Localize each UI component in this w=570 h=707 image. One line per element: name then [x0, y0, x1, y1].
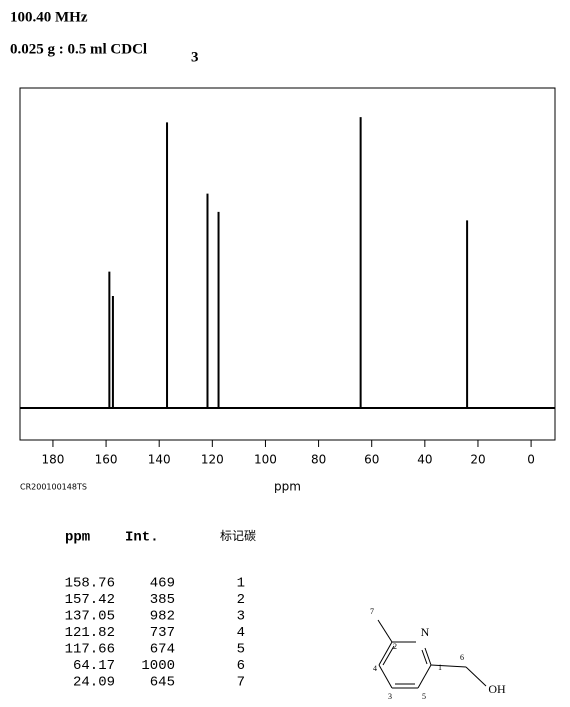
table-cell: 3 — [237, 609, 245, 625]
table-cell: 674 — [150, 642, 175, 658]
table-cell: 1000 — [141, 658, 175, 674]
x-axis-label: ppm — [274, 480, 301, 494]
table-cell: 6 — [237, 658, 245, 674]
atom-number: 1 — [438, 663, 442, 672]
table-cell: 64.17 — [73, 658, 115, 674]
x-tick-label: 40 — [417, 453, 432, 467]
frequency: 100.40 MHz — [10, 9, 88, 25]
atom-number: 3 — [388, 692, 392, 701]
table-cell: 4 — [237, 625, 245, 641]
solvent: 0.025 g : 0.5 ml CDCl — [10, 41, 147, 57]
spectrum-code: CR200100148TS — [20, 483, 87, 492]
table-header: 标记碳 — [220, 529, 256, 543]
table-cell: 982 — [150, 609, 175, 625]
table-cell: 7 — [237, 675, 245, 691]
table-cell: 158.76 — [65, 576, 115, 592]
x-tick-label: 0 — [527, 453, 535, 467]
table-cell: 737 — [150, 625, 175, 641]
atom-label: OH — [488, 682, 506, 696]
x-tick-label: 100 — [254, 453, 277, 467]
atom-label: N — [421, 625, 430, 639]
table-cell: 1 — [237, 576, 245, 592]
x-tick-label: 20 — [470, 453, 485, 467]
atom-number: 2 — [393, 642, 397, 651]
x-tick-label: 180 — [41, 453, 64, 467]
x-tick-label: 60 — [364, 453, 379, 467]
atom-number: 7 — [370, 607, 374, 616]
table-cell: 469 — [150, 576, 175, 592]
table-cell: 137.05 — [65, 609, 115, 625]
table-cell: 24.09 — [73, 675, 115, 691]
atom-number: 6 — [460, 653, 464, 662]
x-tick-label: 120 — [201, 453, 224, 467]
table-cell: 385 — [150, 592, 175, 608]
x-tick-label: 80 — [311, 453, 326, 467]
atom-number: 4 — [373, 664, 377, 673]
table-cell: 2 — [237, 592, 245, 608]
x-tick-label: 160 — [95, 453, 118, 467]
x-tick-label: 140 — [148, 453, 171, 467]
solvent-subscript: 3 — [191, 49, 199, 65]
structure — [377, 619, 487, 689]
table-cell: 121.82 — [65, 625, 115, 641]
table-header: Int. — [125, 530, 159, 546]
table-cell: 117.66 — [65, 642, 115, 658]
table-header: ppm — [65, 530, 90, 546]
plot-frame — [19, 87, 556, 441]
atom-number: 5 — [422, 692, 426, 701]
table-cell: 645 — [150, 675, 175, 691]
table-cell: 5 — [237, 642, 245, 658]
table-cell: 157.42 — [65, 592, 115, 608]
